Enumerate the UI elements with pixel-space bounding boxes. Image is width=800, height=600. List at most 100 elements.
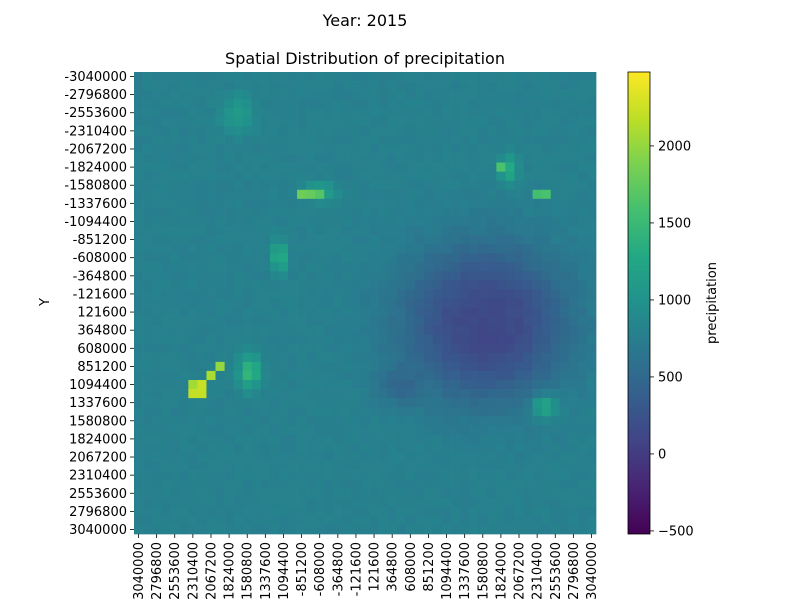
heatmap-cell (496, 298, 506, 308)
heatmap-cell (288, 289, 298, 299)
heatmap-cell (396, 72, 407, 82)
heatmap-cell (179, 488, 189, 499)
heatmap-cell (541, 280, 552, 290)
heatmap-cell (432, 198, 443, 209)
heatmap-cell (469, 389, 479, 399)
heatmap-cell (306, 461, 316, 471)
heatmap-cell (297, 452, 307, 462)
heatmap-cell (469, 171, 479, 182)
heatmap-cell (260, 416, 271, 426)
heatmap-cell (550, 108, 561, 118)
heatmap-cell (378, 144, 388, 154)
heatmap-cell (351, 244, 361, 254)
heatmap-cell (405, 361, 416, 372)
heatmap-cell (333, 389, 343, 399)
heatmap-cell (460, 443, 470, 453)
heatmap-cell (532, 416, 542, 426)
heatmap-cell (306, 380, 316, 390)
heatmap-cell (278, 244, 289, 254)
heatmap-cell (242, 416, 253, 426)
heatmap-cell (378, 216, 388, 227)
heatmap-cell (369, 189, 379, 200)
heatmap-cell (278, 226, 289, 236)
heatmap-cell (541, 72, 552, 82)
heatmap-cell (315, 171, 325, 182)
heatmap-cell (197, 271, 207, 281)
heatmap-cell (197, 443, 207, 453)
heatmap-cell (333, 144, 343, 154)
heatmap-cell (442, 398, 452, 408)
heatmap-cell (324, 153, 334, 163)
heatmap-cell (161, 153, 171, 163)
heatmap-cell (414, 135, 425, 145)
heatmap-cell (469, 244, 479, 254)
heatmap-cell (414, 434, 425, 444)
heatmap-cell (260, 280, 271, 290)
heatmap-cell (333, 497, 343, 508)
heatmap-cell (369, 307, 379, 317)
heatmap-cell (206, 108, 216, 118)
heatmap-cell (586, 316, 597, 326)
heatmap-cell (478, 325, 488, 336)
heatmap-cell (487, 307, 497, 317)
heatmap-cell (215, 289, 225, 299)
heatmap-cell (378, 307, 388, 317)
heatmap-cell (432, 235, 443, 245)
heatmap-cell (161, 524, 171, 535)
heatmap-cell (134, 162, 144, 172)
heatmap-cell (233, 207, 244, 218)
heatmap-cell (297, 434, 307, 444)
heatmap-cell (288, 361, 298, 372)
heatmap-cell (143, 262, 153, 272)
heatmap-cell (568, 253, 579, 263)
heatmap-cell (559, 253, 570, 263)
heatmap-cell (297, 244, 307, 254)
heatmap-cell (143, 488, 153, 499)
heatmap-cell (451, 262, 461, 272)
heatmap-cell (170, 162, 180, 172)
heatmap-cell (197, 81, 207, 91)
heatmap-cell (396, 479, 407, 490)
heatmap-cell (297, 271, 307, 281)
heatmap-cell (260, 271, 271, 281)
x-tick-label: 2553600 (549, 542, 564, 600)
heatmap-cell (143, 216, 153, 227)
heatmap-cell (315, 162, 325, 172)
heatmap-cell (451, 524, 461, 535)
heatmap-cell (324, 117, 334, 127)
heatmap-cell (541, 117, 552, 127)
heatmap-cell (224, 189, 234, 200)
heatmap-cell (559, 361, 570, 372)
heatmap-cell (143, 162, 153, 172)
heatmap-cell (188, 135, 198, 145)
heatmap-cell (215, 325, 225, 336)
y-tick-label: 121600 (77, 306, 127, 321)
heatmap-cell (460, 289, 470, 299)
heatmap-cell (224, 334, 234, 345)
heatmap-cell (577, 253, 588, 263)
heatmap-cell (478, 370, 488, 381)
heatmap-cell (559, 307, 570, 317)
heatmap-cell (432, 398, 443, 408)
heatmap-cell (460, 352, 470, 363)
heatmap-cell (369, 452, 379, 462)
heatmap-cell (306, 307, 316, 317)
heatmap-cell (541, 479, 552, 490)
heatmap-cell (378, 416, 388, 426)
heatmap-cell (188, 461, 198, 471)
heatmap-cell (432, 316, 443, 326)
heatmap-cell (215, 352, 225, 363)
heatmap-cell (260, 171, 271, 182)
heatmap-cell (251, 280, 262, 290)
heatmap-cell (297, 216, 307, 227)
heatmap-cell (215, 515, 225, 526)
heatmap-cell (478, 515, 488, 526)
heatmap-cell (215, 162, 225, 172)
heatmap-cell (269, 515, 280, 526)
heatmap-cell (451, 198, 461, 209)
heatmap-cell (278, 253, 289, 263)
y-tick-label: 851200 (77, 360, 127, 375)
heatmap-cell (297, 189, 307, 200)
heatmap-cell (188, 253, 198, 263)
heatmap-cell (297, 144, 307, 154)
